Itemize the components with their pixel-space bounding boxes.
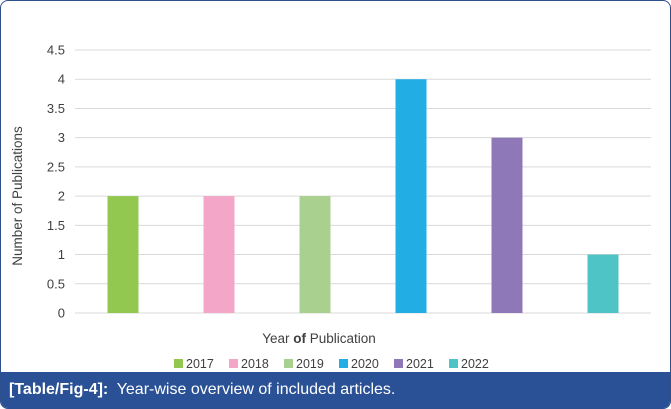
legend-label-2022: 2022 [461, 357, 489, 371]
legend-swatch-2019 [284, 359, 293, 368]
y-tick-label: 3.5 [47, 101, 65, 116]
bar-2019 [299, 196, 331, 313]
y-tick-label: 2.5 [47, 159, 65, 174]
bar-2018 [203, 196, 235, 313]
x-axis-label-part: of [293, 331, 306, 346]
y-tick-label: 0.5 [47, 276, 65, 291]
legend-swatch-2018 [229, 359, 238, 368]
y-axis-label: Number of Publications [10, 126, 25, 266]
legend-swatch-2022 [449, 359, 458, 368]
bar-2017 [107, 196, 139, 313]
y-tick-label: 1 [58, 247, 65, 262]
caption-label: [Table/Fig-4]: [9, 381, 109, 398]
bar-chart: 0 0.5 1 1.5 2 2.5 3 3.5 4 4.5 Number of Publicati… [10, 43, 651, 371]
legend-label-2020: 2020 [351, 357, 379, 371]
legend-label-2021: 2021 [406, 357, 434, 371]
legend-swatch-2017 [174, 359, 183, 368]
legend-label-2018: 2018 [241, 357, 269, 371]
legend-label-2017: 2017 [186, 357, 214, 371]
y-tick-label: 0 [58, 306, 65, 321]
gridlines [75, 49, 651, 314]
legend-label-2019: 2019 [296, 357, 324, 371]
x-axis-label-part: Year [262, 331, 293, 346]
bars [107, 79, 619, 313]
legend-swatch-2021 [394, 359, 403, 368]
y-axis-ticks: 0 0.5 1 1.5 2 2.5 3 3.5 4 4.5 [47, 43, 65, 321]
bar-2020 [395, 79, 427, 313]
x-axis-label: Year of Publication [262, 331, 376, 346]
y-tick-label: 2 [58, 189, 65, 204]
y-tick-label: 3 [58, 130, 65, 145]
legend-swatch-2020 [339, 359, 348, 368]
y-tick-label: 4 [58, 72, 65, 87]
y-tick-label: 4.5 [47, 43, 65, 58]
x-axis-label-part: Publication [306, 331, 376, 346]
bar-2022 [587, 254, 619, 313]
legend: 2017 2018 2019 2020 2021 2022 [174, 357, 489, 371]
y-tick-label: 1.5 [47, 218, 65, 233]
caption-text: Year-wise overview of included articles. [116, 381, 396, 398]
bar-2021 [491, 137, 523, 313]
figure-caption: [Table/Fig-4]: Year-wise overview of inc… [1, 372, 670, 408]
